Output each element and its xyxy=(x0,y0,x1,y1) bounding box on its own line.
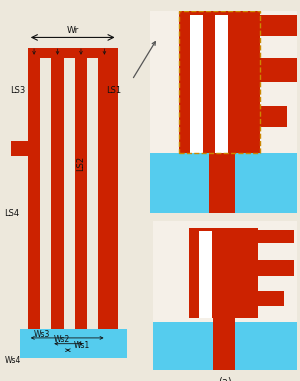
Bar xyxy=(28,58,40,329)
Bar xyxy=(258,291,284,306)
Bar xyxy=(28,48,118,58)
Bar xyxy=(196,231,199,318)
Text: (a): (a) xyxy=(218,376,232,381)
Bar xyxy=(64,58,75,329)
Text: LS1: LS1 xyxy=(106,86,122,95)
Bar xyxy=(258,259,294,276)
Bar xyxy=(51,58,64,329)
Bar xyxy=(215,16,228,153)
Text: Ws1: Ws1 xyxy=(74,341,90,351)
Bar xyxy=(11,141,28,156)
Bar xyxy=(190,16,203,153)
Bar xyxy=(199,231,212,318)
Bar xyxy=(209,142,235,213)
Text: Wr: Wr xyxy=(67,26,79,35)
Bar xyxy=(260,58,297,82)
Bar xyxy=(179,11,260,153)
Bar xyxy=(214,313,235,370)
Bar xyxy=(260,16,297,36)
Bar xyxy=(75,58,87,329)
Text: Ws2: Ws2 xyxy=(54,335,70,344)
Bar xyxy=(179,11,260,21)
Text: Ws3: Ws3 xyxy=(33,330,50,339)
Bar xyxy=(258,230,294,243)
Bar xyxy=(189,228,258,318)
Text: LS4: LS4 xyxy=(4,209,20,218)
Bar xyxy=(260,106,287,126)
Bar xyxy=(150,153,297,213)
Text: LS3: LS3 xyxy=(10,86,25,95)
Text: (b): (b) xyxy=(217,224,230,235)
Bar xyxy=(98,58,118,329)
Bar xyxy=(179,11,260,153)
Bar xyxy=(87,58,98,329)
Bar xyxy=(153,322,297,370)
Bar xyxy=(40,58,51,329)
Text: Ws4: Ws4 xyxy=(4,356,21,365)
Bar xyxy=(20,329,127,358)
Text: LS2: LS2 xyxy=(76,155,85,171)
